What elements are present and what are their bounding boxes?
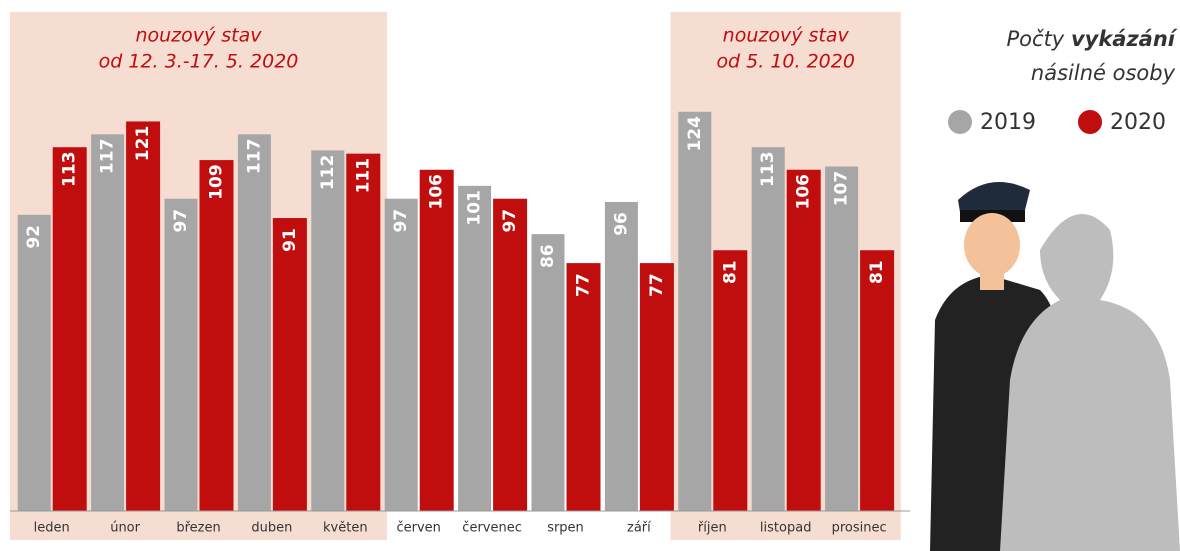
x-tick-label: březen <box>176 521 220 536</box>
value-label: 117 <box>98 139 118 175</box>
value-label: 111 <box>353 158 373 194</box>
value-label: 109 <box>207 164 227 200</box>
value-label: 117 <box>244 139 264 175</box>
value-label: 113 <box>758 151 778 187</box>
annotation-text: nouzový stav <box>135 25 262 47</box>
value-label: 124 <box>685 116 705 152</box>
bar <box>53 147 87 511</box>
value-label: 121 <box>133 126 153 162</box>
bar <box>605 202 638 511</box>
chart-title: násilné osoby <box>1031 61 1176 85</box>
value-label: 81 <box>720 260 740 284</box>
bar <box>640 263 674 511</box>
annotation-text: od 12. 3.-17. 5. 2020 <box>99 51 299 73</box>
bar <box>713 250 747 511</box>
x-tick-label: červen <box>396 521 440 536</box>
value-label: 96 <box>611 212 631 236</box>
bar <box>273 218 307 511</box>
bar <box>825 167 858 511</box>
x-tick-label: říjen <box>698 521 727 536</box>
value-label: 107 <box>832 171 852 207</box>
bar <box>678 112 711 511</box>
value-label: 97 <box>391 209 411 233</box>
x-tick-label: červenec <box>462 521 522 536</box>
value-label: 77 <box>574 273 594 297</box>
bar <box>752 147 785 511</box>
value-label: 81 <box>867 260 887 284</box>
value-label: 106 <box>427 174 447 210</box>
annotation-text: od 5. 10. 2020 <box>716 51 855 73</box>
bar <box>91 134 124 511</box>
x-tick-label: leden <box>34 521 70 536</box>
value-label: 113 <box>60 151 80 187</box>
bar <box>458 186 491 511</box>
x-tick-label: listopad <box>760 521 812 536</box>
x-tick-label: prosinec <box>832 521 887 536</box>
illustration <box>930 182 1180 551</box>
bar <box>787 170 821 511</box>
value-label: 112 <box>318 155 338 191</box>
bar <box>200 160 234 511</box>
chart: nouzový stav od 12. 3.-17. 5. 2020 nouzový… <box>0 0 1180 551</box>
bar <box>311 150 344 511</box>
bar <box>126 121 160 511</box>
bar-layer: leden 92 113 únor 117 121 březen 97 109 duben 117 9… <box>18 112 894 536</box>
title-part: vykázání <box>1071 27 1178 51</box>
bar <box>420 170 454 511</box>
value-label: 92 <box>24 225 44 249</box>
value-label: 77 <box>647 273 667 297</box>
chart-title: Počty vykázání <box>1007 27 1178 51</box>
bar <box>860 250 894 511</box>
x-tick-label: duben <box>251 521 292 536</box>
bar <box>567 263 601 511</box>
bar <box>346 154 380 511</box>
annotation-text: nouzový stav <box>723 25 850 47</box>
x-tick-label: srpen <box>547 521 584 536</box>
value-label: 106 <box>794 174 814 210</box>
x-tick-label: září <box>627 521 651 536</box>
legend-swatch <box>1078 110 1102 134</box>
value-label: 97 <box>500 209 520 233</box>
value-label: 91 <box>280 228 300 252</box>
value-label: 101 <box>465 190 485 226</box>
bar <box>165 199 198 511</box>
x-tick-label: květen <box>323 521 368 536</box>
value-label: 86 <box>538 244 558 268</box>
bar <box>238 134 271 511</box>
title-part: Počty <box>1007 27 1065 51</box>
legend: 2019 2020 <box>948 110 1166 135</box>
bar <box>493 199 527 511</box>
legend-swatch <box>948 110 972 134</box>
bar <box>385 199 418 511</box>
value-label: 97 <box>171 209 191 233</box>
bar <box>532 234 565 511</box>
legend-label: 2020 <box>1110 110 1166 135</box>
x-tick-label: únor <box>110 521 140 536</box>
legend-label: 2019 <box>980 110 1036 135</box>
bar <box>18 215 51 511</box>
